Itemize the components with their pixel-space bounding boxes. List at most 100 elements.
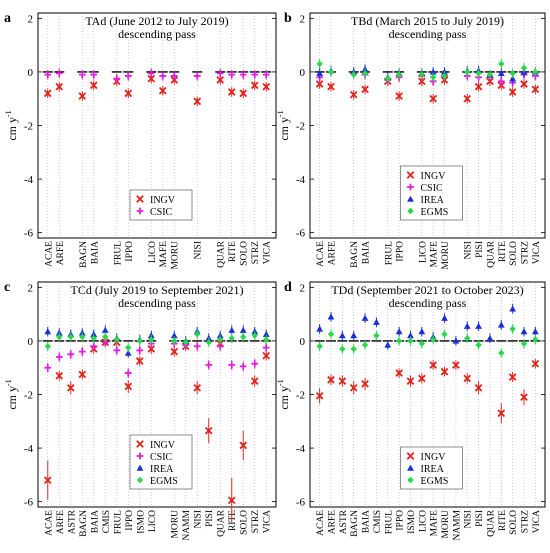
data-point [464, 335, 471, 342]
data-point [417, 77, 426, 86]
data-point [441, 72, 448, 80]
data-point [193, 342, 201, 350]
x-tick-label: STRZ [251, 241, 261, 264]
x-tick-label: BAGN [350, 241, 360, 268]
x-tick-label: VICA [263, 510, 273, 533]
data-point [373, 332, 380, 339]
data-point [395, 337, 403, 345]
x-tick-label: QUAR [217, 240, 227, 268]
data-point [90, 335, 97, 342]
data-point [90, 71, 98, 79]
y-tick-label: -6 [296, 497, 306, 509]
data-point [136, 440, 144, 448]
x-tick-label: IPPO [396, 241, 406, 262]
x-tick-label: QUAR [486, 240, 496, 268]
data-point [55, 353, 63, 361]
data-point [395, 71, 403, 78]
data-point [520, 340, 528, 347]
data-point [327, 313, 335, 320]
data-point [136, 207, 144, 215]
data-point [474, 82, 483, 91]
data-point [124, 369, 132, 377]
data-point [78, 71, 86, 79]
data-point [124, 89, 133, 98]
x-tick-label: BAIA [90, 510, 100, 533]
data-point [406, 377, 415, 385]
data-point [125, 344, 132, 351]
data-point [182, 339, 189, 346]
x-tick-label: NISI [464, 510, 474, 528]
data-point [531, 85, 540, 94]
data-point [262, 351, 271, 360]
data-point [113, 336, 120, 343]
x-tick-label: CMIS [373, 510, 383, 533]
data-point [441, 331, 448, 338]
x-tick-label: NAMM [182, 509, 192, 540]
y-tick-label: 2 [300, 13, 306, 25]
data-point [56, 333, 63, 341]
data-point [136, 195, 144, 203]
data-point [429, 336, 437, 343]
data-point [262, 330, 270, 337]
data-point [217, 336, 224, 343]
data-point [509, 325, 516, 333]
x-tick-label: PISI [475, 510, 485, 527]
x-tick-label: RITE [498, 510, 508, 531]
data-point [508, 88, 517, 96]
data-point [395, 92, 403, 100]
data-point [158, 86, 167, 95]
data-point [418, 328, 426, 335]
data-point [148, 336, 155, 343]
data-point [170, 347, 179, 356]
data-point [475, 322, 482, 329]
data-point [228, 71, 236, 79]
data-point [136, 452, 144, 460]
panel-letter: c [4, 280, 10, 295]
data-point [395, 369, 403, 377]
data-point [315, 392, 324, 400]
x-tick-label: QUAR [486, 509, 496, 537]
data-point [327, 82, 335, 91]
y-tick-label: 0 [300, 336, 306, 348]
y-tick-label: 2 [28, 282, 34, 294]
legend-label: INGV [150, 195, 176, 206]
data-point [44, 71, 52, 79]
chart-subtitle: descending pass [118, 296, 196, 310]
y-tick-label: 0 [28, 67, 34, 79]
data-point [508, 373, 517, 381]
data-point [452, 361, 460, 369]
data-point [43, 89, 52, 98]
y-axis-label: cm y-1 [276, 379, 291, 409]
data-point [228, 361, 236, 369]
data-point [228, 335, 235, 342]
x-tick-label: RITE [498, 241, 508, 262]
data-point [136, 346, 144, 354]
y-axis-label-exponent: -1 [4, 110, 13, 117]
data-point [147, 345, 156, 353]
data-point [136, 476, 144, 484]
data-point [497, 77, 505, 85]
legend-box [129, 189, 193, 221]
y-tick-label: -4 [24, 443, 34, 455]
x-tick-label: MORU [171, 241, 181, 270]
legend-label: INGV [421, 452, 447, 463]
data-point [486, 71, 494, 78]
x-tick-label: IPPO [125, 241, 135, 262]
y-axis-label: cm y-1 [4, 379, 19, 409]
data-point [532, 336, 539, 343]
y-axis-label: cm y-1 [4, 110, 19, 140]
x-tick-label: ASTR [339, 509, 349, 534]
x-tick-label: MORU [441, 241, 451, 270]
data-point [475, 70, 482, 77]
data-point [239, 441, 248, 450]
x-tick-label: STRZ [520, 510, 530, 533]
y-tick-label: 0 [28, 336, 34, 348]
data-point [407, 332, 414, 339]
data-point [67, 350, 75, 358]
data-point [361, 70, 369, 77]
data-point [171, 337, 178, 345]
x-tick-label: MORU [171, 510, 181, 539]
data-point [350, 332, 358, 339]
